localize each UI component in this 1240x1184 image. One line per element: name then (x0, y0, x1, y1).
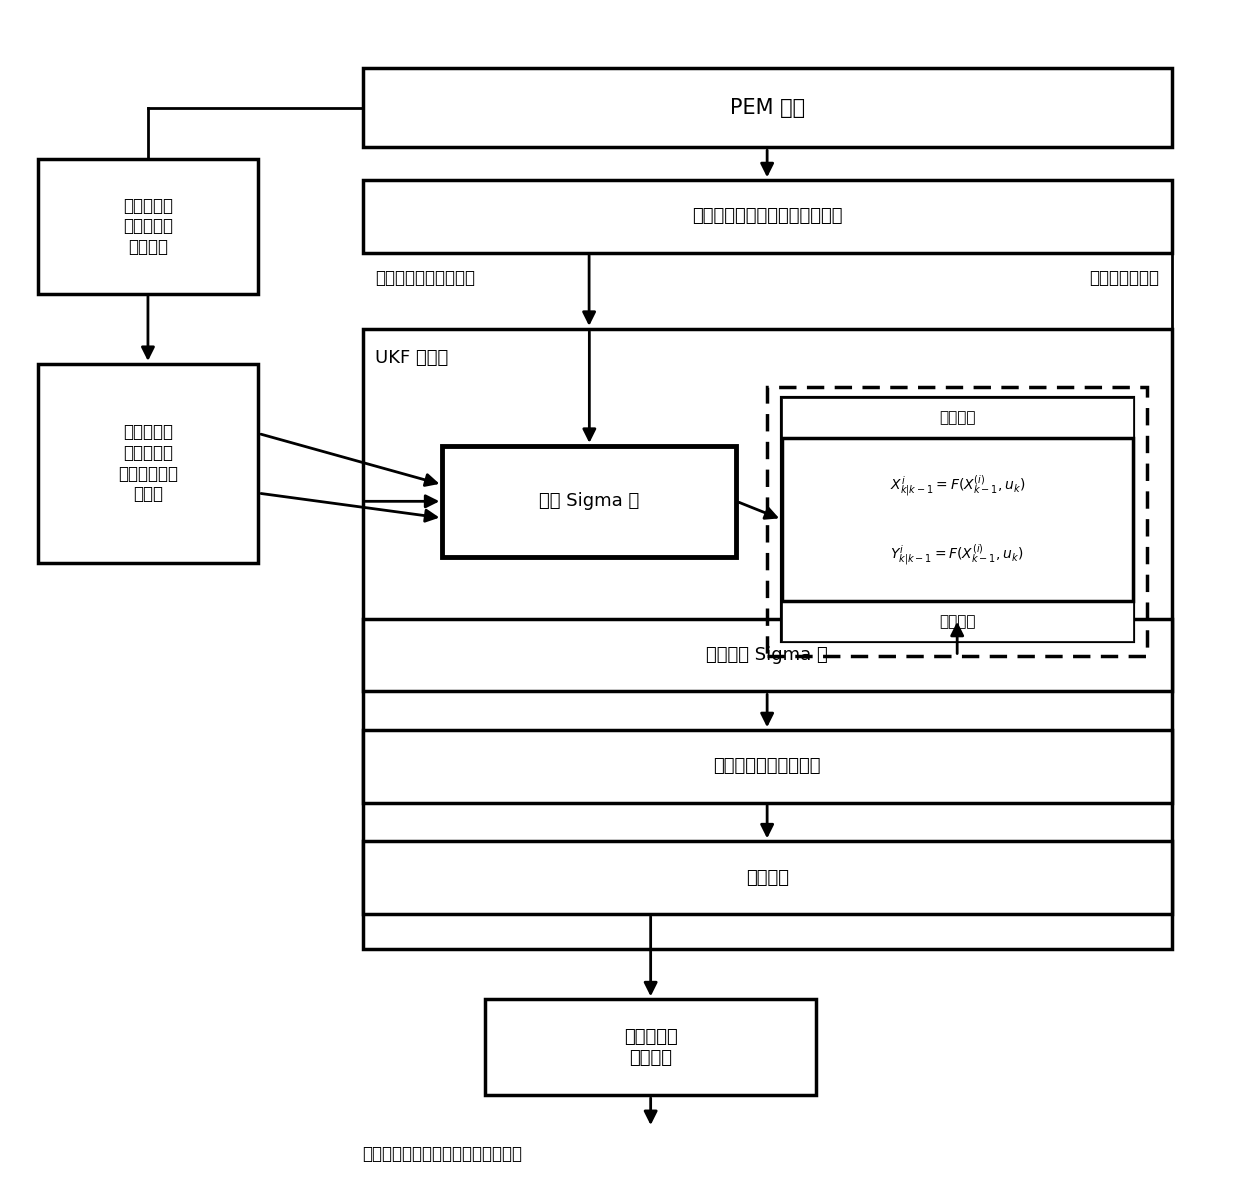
FancyBboxPatch shape (362, 842, 1172, 914)
Text: 去归一化: 去归一化 (939, 613, 976, 629)
Text: 电压，阳极压力: 电压，阳极压力 (1090, 270, 1159, 288)
Text: 测量更新: 测量更新 (745, 869, 789, 887)
Text: $X^{i}_{k|k-1}=F(X^{(i)}_{k-1},u_k)$: $X^{i}_{k|k-1}=F(X^{(i)}_{k-1},u_k)$ (889, 474, 1024, 500)
Text: 信号处理：低通滤波器，归一化: 信号处理：低通滤波器，归一化 (692, 207, 842, 225)
FancyBboxPatch shape (782, 601, 1132, 642)
FancyBboxPatch shape (362, 180, 1172, 252)
Text: PEM 系统: PEM 系统 (729, 97, 805, 117)
Text: 氧气和氢气分压，平均液态水饱和度: 氧气和氢气分压，平均液态水饱和度 (362, 1145, 522, 1163)
Text: 相对湿度传
感器（水蒸
气压力）: 相对湿度传 感器（水蒸 气压力） (123, 197, 172, 256)
Text: 低通滤波器
去归一化: 低通滤波器 去归一化 (624, 1028, 677, 1067)
FancyBboxPatch shape (362, 619, 1172, 691)
Text: 信号处理：
延时补偿，
低通滤波器，
归一化: 信号处理： 延时补偿， 低通滤波器， 归一化 (118, 423, 179, 503)
FancyBboxPatch shape (782, 438, 1132, 601)
FancyBboxPatch shape (782, 398, 1132, 642)
FancyBboxPatch shape (485, 999, 816, 1095)
Text: UKF 观测器: UKF 观测器 (374, 349, 448, 367)
Text: $Y^{i}_{k|k-1}=F(X^{(i)}_{k-1},u_k)$: $Y^{i}_{k|k-1}=F(X^{(i)}_{k-1},u_k)$ (890, 542, 1024, 568)
FancyBboxPatch shape (782, 398, 1132, 438)
FancyBboxPatch shape (37, 363, 258, 562)
FancyBboxPatch shape (443, 445, 737, 556)
Text: 生成 Sigma 点: 生成 Sigma 点 (539, 493, 640, 510)
FancyBboxPatch shape (37, 159, 258, 294)
Text: 温度，电流，吹扫行为: 温度，电流，吹扫行为 (374, 270, 475, 288)
Text: 状态和输出的单步预测: 状态和输出的单步预测 (713, 758, 821, 776)
Text: 去归一化: 去归一化 (939, 410, 976, 425)
FancyBboxPatch shape (362, 731, 1172, 803)
FancyBboxPatch shape (362, 67, 1172, 147)
Text: 一组新的 Sigma 点: 一组新的 Sigma 点 (707, 646, 828, 664)
